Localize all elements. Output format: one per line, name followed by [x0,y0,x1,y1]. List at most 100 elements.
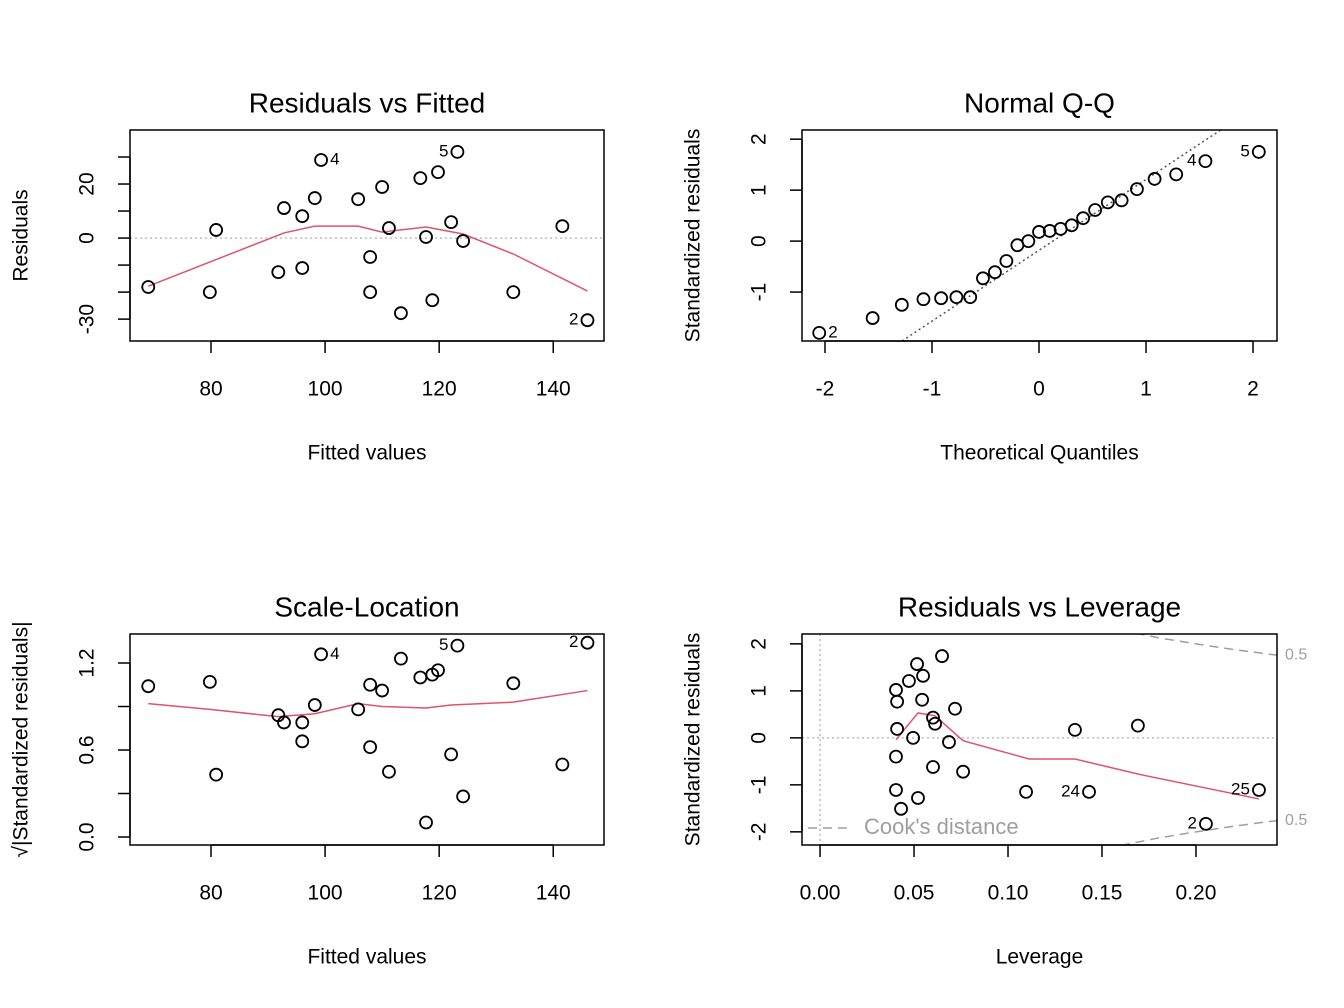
point [890,694,905,709]
point [902,674,916,688]
point [307,698,322,712]
y-tick-label: 1 [748,685,771,697]
point [456,234,471,248]
smooth-line [895,712,1260,800]
point [413,171,428,185]
point [456,789,471,804]
point [394,306,408,321]
point [1076,211,1091,226]
point [271,265,286,280]
point [295,209,310,224]
point [1131,718,1145,733]
y-axis-label: √|Standardized residuals| [10,621,33,857]
plot-area [130,225,604,292]
point [1199,816,1213,831]
x-axis-label: Fitted values [307,442,426,465]
x-axis-label: Theoretical Quantiles [940,442,1138,465]
chart-title: Residuals vs Leverage [898,591,1181,622]
point [1019,784,1033,799]
point [934,291,949,306]
point [382,221,396,235]
x-tick-label: 140 [536,378,571,401]
x-tick-label: -1 [923,378,942,401]
point [1198,154,1213,168]
point [363,285,378,299]
point [209,223,224,237]
chart-title: Residuals vs Fitted [249,87,486,118]
point [431,165,445,180]
point [394,651,408,666]
y-tick-label: 0 [76,232,99,244]
point-label: 2 [1187,813,1196,832]
point-label: 2 [828,322,837,341]
point [555,757,570,772]
point [948,701,962,716]
point [889,683,903,697]
point [419,815,433,830]
y-tick-label: -1 [748,283,771,302]
point [363,677,378,692]
plot-frame [801,633,1278,846]
point [999,254,1014,268]
point [444,747,459,762]
point [963,290,978,305]
chart-title: Scale-Location [274,591,459,622]
point [865,311,880,325]
x-tick-label: 0.05 [894,882,935,905]
point [916,668,930,683]
x-tick-label: 100 [308,882,343,905]
point-label: 2 [569,632,578,651]
point [894,801,908,816]
point [911,791,925,805]
x-tick-label: 2 [1247,378,1259,401]
point [1032,225,1046,239]
point [906,730,920,745]
point [419,230,433,244]
point [295,734,310,749]
point [1252,783,1266,797]
point [363,250,378,264]
point [295,261,310,275]
point [889,783,903,797]
point [506,676,521,691]
point-label: 4 [1187,151,1196,170]
x-tick-label: 0 [1033,378,1045,401]
point [889,749,903,764]
plot-frame [129,129,605,342]
x-tick-label: 1 [1140,378,1152,401]
cooks-contour [1135,634,1277,656]
contour-label: 0.5 [1285,646,1307,663]
x-tick-label: 100 [308,378,343,401]
point [431,663,445,678]
point [351,192,366,207]
point [1130,182,1144,197]
point [916,292,931,307]
legend-label: Cook's distance [864,814,1019,839]
y-tick-label: 1.2 [76,648,99,677]
y-axis-label: Residuals [10,189,33,281]
point-label: 5 [439,635,448,654]
point [894,297,909,312]
point [277,201,291,215]
point [1251,145,1266,159]
y-tick-label: -1 [748,776,771,795]
x-tick-label: 80 [199,882,222,905]
plot-area [148,689,588,718]
x-tick-label: 0.20 [1176,882,1217,905]
point [295,715,310,730]
x-axis-label: Leverage [996,946,1084,969]
point-label: 4 [330,149,339,168]
y-tick-label: 0 [748,732,771,744]
point [314,647,328,662]
y-tick-label: 2 [748,638,771,650]
point [382,764,396,779]
y-tick-label: 0.0 [76,822,99,851]
x-tick-label: 120 [422,378,457,401]
point-label: 24 [1061,781,1080,800]
point [926,760,940,774]
chart-title: Normal Q-Q [964,87,1115,118]
point [1088,203,1102,217]
point [949,290,964,305]
x-tick-label: -2 [816,378,835,401]
point [141,679,156,694]
